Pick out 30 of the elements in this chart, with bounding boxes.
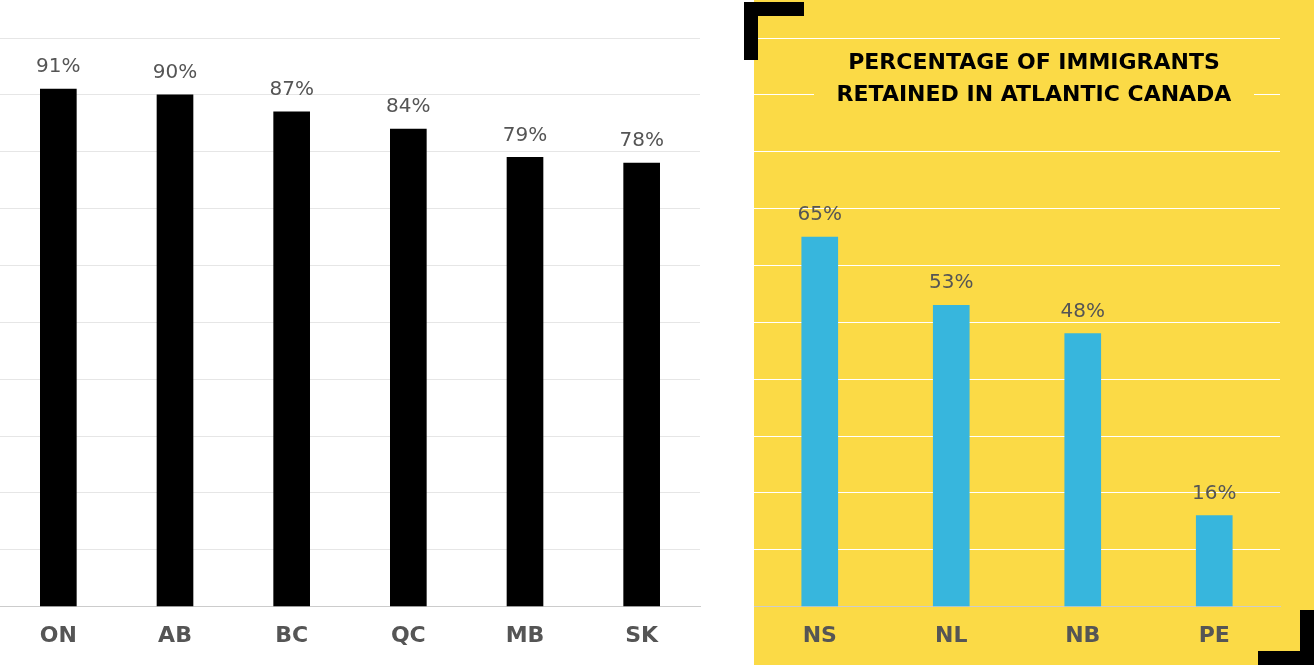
bar <box>273 111 310 607</box>
bar <box>801 236 839 607</box>
bar <box>506 157 544 607</box>
x-tick-label: MB <box>505 621 545 647</box>
x-tick-label: SK <box>625 621 660 647</box>
x-tick-label: NS <box>802 621 837 647</box>
x-tick-label: PE <box>1198 621 1230 647</box>
bar <box>932 304 970 607</box>
bar <box>623 162 660 607</box>
data-label: 48% <box>1060 297 1105 322</box>
text: PERCENTAGE OF IMMIGRANTS RETAINED IN ATLANTIC CANADA <box>814 46 1254 110</box>
data-label: 65% <box>797 201 842 226</box>
bar <box>156 94 194 607</box>
data-label: 79% <box>502 121 548 146</box>
x-tick-label: NB <box>1065 621 1101 647</box>
data-label: 90% <box>152 59 198 84</box>
x-tick-label: AB <box>158 621 192 647</box>
bar <box>1064 333 1102 607</box>
data-label: 91% <box>36 53 81 78</box>
x-tick-label: QC <box>390 621 426 647</box>
x-tick-label: BC <box>275 621 309 647</box>
data-label: 87% <box>269 76 314 101</box>
x-tick-label: ON <box>39 621 77 647</box>
data-label: 84% <box>386 93 431 118</box>
x-tick-label: NL <box>935 621 968 647</box>
bar <box>1195 515 1233 607</box>
data-label: 53% <box>929 269 974 294</box>
bar <box>40 88 77 607</box>
bar <box>390 128 427 607</box>
data-label: 78% <box>619 127 664 152</box>
